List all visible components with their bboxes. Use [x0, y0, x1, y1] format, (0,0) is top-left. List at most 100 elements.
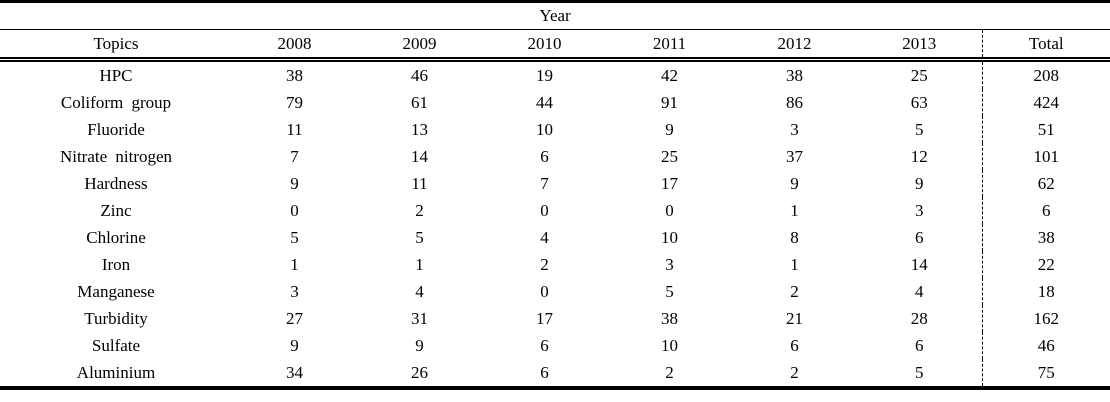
year-value-cell: 27	[286, 308, 303, 328]
year-value-cell: 0	[540, 281, 549, 301]
total-cell: 6	[981, 197, 1110, 224]
total-cell: 62	[981, 170, 1110, 197]
year-value-cell: 11	[411, 173, 428, 193]
topic-cell: HPC	[99, 65, 133, 85]
year-value-cell: 12	[910, 146, 928, 166]
column-header-row: Topics 2008 2009 2010 2011 2012 2013 Tot…	[0, 29, 1110, 62]
topic-cell: Turbidity	[84, 308, 148, 328]
year-value-cell: 3	[915, 200, 924, 220]
year-value-cell: 2	[790, 281, 799, 301]
table-row: Manganese 3 4 0 5 2 4 18	[0, 278, 1110, 305]
year-value-cell: 42	[661, 65, 678, 85]
topic-cell: Manganese	[77, 281, 155, 301]
topic-cell: Zinc	[100, 200, 132, 220]
year-value-cell: 14	[411, 146, 428, 166]
year-value-cell: 31	[411, 308, 428, 328]
year-value-cell: 25	[661, 146, 678, 166]
year-value-cell: 63	[910, 92, 928, 112]
year-value-cell: 2	[665, 362, 674, 382]
year-value-cell: 7	[540, 173, 549, 193]
topics-by-year-table: Year Topics 2008 2009 2010 2011 2012 201…	[0, 0, 1110, 390]
table-row: Iron 1 1 2 3 1 14 22	[0, 251, 1110, 278]
year-value-cell: 1	[415, 254, 424, 274]
table-row: Aluminium 34 26 6 2 2 5 75	[0, 359, 1110, 388]
year-value-cell: 5	[915, 362, 924, 382]
total-cell: 101	[981, 143, 1110, 170]
year-span-header: Year	[0, 1, 1110, 30]
total-cell: 51	[981, 116, 1110, 143]
year-value-cell: 6	[915, 335, 924, 355]
year-value-cell: 37	[786, 146, 803, 166]
year-value-cell: 4	[415, 281, 424, 301]
topic-cell: Iron	[101, 254, 131, 274]
year-value-cell: 5	[665, 281, 674, 301]
year-value-cell: 34	[286, 362, 303, 382]
year-value-cell: 3	[665, 254, 674, 274]
total-cell: 162	[981, 305, 1110, 332]
year-header-row: Year	[0, 1, 1110, 30]
year-value-cell: 9	[665, 119, 674, 139]
year-value-cell: 0	[665, 200, 674, 220]
year-value-cell: 4	[540, 227, 549, 247]
year-value-cell: 3	[790, 119, 799, 139]
column-header-total: Total	[981, 29, 1110, 62]
year-value-cell: 5	[290, 227, 299, 247]
year-value-cell: 0	[290, 200, 299, 220]
year-value-cell: 10	[536, 119, 553, 139]
table-body: HPC 38 46 19 42 38 25 208 Coliform group 79 61 44 91…	[0, 59, 1110, 388]
year-value-cell: 17	[536, 308, 553, 328]
year-value-cell: 4	[915, 281, 924, 301]
topic-cell: Hardness	[84, 173, 148, 193]
year-value-cell: 6	[540, 146, 549, 166]
table-row: Turbidity 27 31 17 38 21 28 162	[0, 305, 1110, 332]
column-header-2008: 2008	[232, 29, 357, 62]
year-value-cell: 9	[790, 173, 799, 193]
year-value-cell: 10	[661, 335, 678, 355]
year-value-cell: 25	[910, 65, 928, 85]
year-value-cell: 19	[536, 65, 553, 85]
year-value-cell: 38	[661, 308, 678, 328]
year-value-cell: 6	[540, 335, 549, 355]
year-value-cell: 38	[786, 65, 803, 85]
column-header-topics: Topics	[0, 29, 232, 62]
year-value-cell: 8	[790, 227, 799, 247]
table-row: HPC 38 46 19 42 38 25 208	[0, 59, 1110, 89]
column-header-2009: 2009	[357, 29, 482, 62]
year-value-cell: 1	[290, 254, 299, 274]
year-value-cell: 9	[415, 335, 424, 355]
year-value-cell: 3	[290, 281, 299, 301]
year-value-cell: 46	[411, 65, 428, 85]
total-cell: 424	[981, 89, 1110, 116]
column-header-2011: 2011	[607, 29, 732, 62]
year-value-cell: 13	[411, 119, 428, 139]
year-value-cell: 9	[290, 335, 299, 355]
topic-cell: Nitrate nitrogen	[59, 146, 173, 166]
year-value-cell: 61	[411, 92, 428, 112]
table-row: Chlorine 5 5 4 10 8 6 38	[0, 224, 1110, 251]
year-value-cell: 6	[915, 227, 924, 247]
total-cell: 38	[981, 224, 1110, 251]
total-cell: 208	[981, 59, 1110, 89]
year-value-cell: 5	[415, 227, 424, 247]
year-value-cell: 91	[661, 92, 678, 112]
topic-cell: Aluminium	[76, 362, 156, 382]
table-row: Zinc 0 2 0 0 1 3 6	[0, 197, 1110, 224]
year-value-cell: 38	[286, 65, 303, 85]
year-value-cell: 2	[540, 254, 549, 274]
year-value-cell: 1	[790, 200, 799, 220]
year-value-cell: 17	[661, 173, 678, 193]
topic-cell: Chlorine	[86, 227, 146, 247]
table-row: Sulfate 9 9 6 10 6 6 46	[0, 332, 1110, 359]
table-header: Year Topics 2008 2009 2010 2011 2012 201…	[0, 1, 1110, 62]
year-value-cell: 2	[790, 362, 799, 382]
year-value-cell: 21	[786, 308, 803, 328]
year-value-cell: 86	[786, 92, 803, 112]
year-value-cell: 79	[286, 92, 303, 112]
total-cell: 46	[981, 332, 1110, 359]
year-value-cell: 11	[286, 119, 303, 139]
year-value-cell: 1	[790, 254, 799, 274]
table-row: Coliform group 79 61 44 91 86 63 424	[0, 89, 1110, 116]
total-cell: 22	[981, 251, 1110, 278]
topic-cell: Fluoride	[87, 119, 145, 139]
